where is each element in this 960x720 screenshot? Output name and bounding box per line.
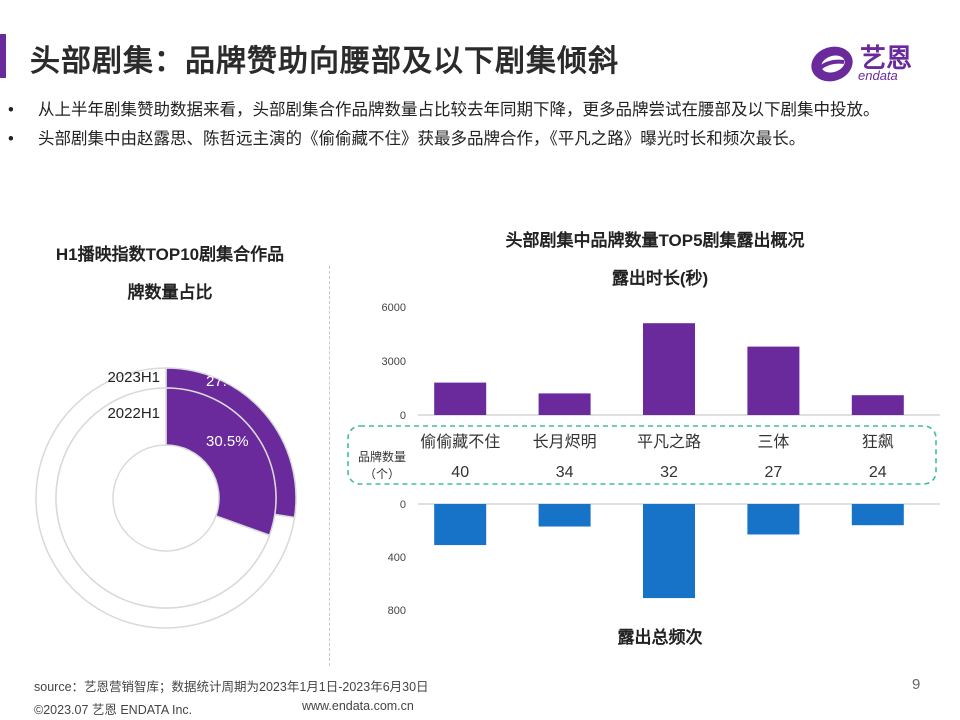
category-label: 三体 xyxy=(757,433,789,451)
copyright: ©2023.07 艺恩 ENDATA Inc. xyxy=(34,703,193,717)
bullet-dot: • xyxy=(8,101,14,119)
chart-divider xyxy=(329,266,330,666)
title-accent-bar xyxy=(0,34,6,78)
top-axis-tick: 3000 xyxy=(382,356,406,368)
brand-count-value: 32 xyxy=(660,464,678,481)
bottom-axis-tick: 800 xyxy=(388,605,406,617)
bottom-axis-tick: 0 xyxy=(400,499,406,511)
brand-count-value: 27 xyxy=(765,464,783,481)
duration-bar xyxy=(643,323,695,415)
bar-chart-title: 头部剧集中品牌数量TOP5剧集露出概况 xyxy=(505,231,805,250)
endata-logo-icon xyxy=(811,46,853,82)
donut-series-label: 2023H1 xyxy=(107,369,160,386)
bullet-text: 从上半年剧集赞助数据来看，头部剧集合作品牌数量占比较去年同期下降，更多品牌尝试在… xyxy=(38,101,880,119)
endata-logo: 艺恩 endata xyxy=(808,38,928,88)
top-axis-tick: 6000 xyxy=(382,302,406,314)
donut-slice-2022H1-1 xyxy=(55,387,271,609)
top-axis-title: 露出时长(秒) xyxy=(612,268,708,288)
frequency-bar xyxy=(434,504,487,546)
brand-count-box xyxy=(347,425,937,485)
donut-series-label: 2022H1 xyxy=(107,405,160,422)
frequency-bar xyxy=(538,504,591,527)
brand-count-value: 24 xyxy=(869,464,887,481)
page-number: 9 xyxy=(912,676,921,693)
source-note: source：艺恩营销智库；数据统计周期为2023年1月1日-2023年6月30… xyxy=(34,680,429,694)
duration-bar xyxy=(434,382,487,415)
donut-value-label: 30.5% xyxy=(206,433,249,450)
brand-count-label: 品牌数量 xyxy=(358,449,406,464)
brand-count-unit: （个） xyxy=(364,467,400,481)
duration-bar xyxy=(851,395,904,415)
logo-text-en: endata xyxy=(858,68,898,83)
bullet-item: • 头部剧集中由赵露思、陈哲远主演的《偷偷藏不住》获最多品牌合作，《平凡之路》曝… xyxy=(8,125,938,154)
brand-count-value: 40 xyxy=(451,464,469,481)
donut-slice-2022H1-0 xyxy=(165,387,277,537)
frequency-bar xyxy=(747,504,800,535)
donut-chart-title-line1: H1播映指数TOP10剧集合作品 xyxy=(55,245,285,264)
brand-count-value: 34 xyxy=(556,464,574,481)
frequency-bar xyxy=(643,504,695,599)
top-axis-tick: 0 xyxy=(400,410,406,422)
bullet-text: 头部剧集中由赵露思、陈哲远主演的《偷偷藏不住》获最多品牌合作，《平凡之路》曝光时… xyxy=(38,130,806,148)
category-label: 平凡之路 xyxy=(637,433,701,451)
donut-chart: 27.4% 2023H1 30.5% 2022H1 xyxy=(35,367,297,629)
donut-value-label: 27.4% xyxy=(206,373,249,390)
website-link[interactable]: www.endata.com.cn xyxy=(302,699,414,713)
page-title: 头部剧集：品牌赞助向腰部及以下剧集倾斜 xyxy=(30,45,619,78)
category-label: 长月烬明 xyxy=(533,433,597,451)
duration-bar xyxy=(747,346,800,415)
donut-chart-title: H1播映指数TOP10剧集合作品 牌数量占比 xyxy=(30,236,310,312)
bullet-dot: • xyxy=(8,130,14,148)
duration-bar xyxy=(538,393,591,415)
category-label: 偷偷藏不住 xyxy=(420,433,500,451)
donut-chart-title-line2: 牌数量占比 xyxy=(127,283,213,302)
frequency-bar xyxy=(851,504,904,526)
bar-chart: 露出时长(秒) 露出总频次 6000 3000 0 0 400 800 品牌数量 （个） 偷偷藏不住… xyxy=(347,268,940,647)
bottom-axis-title: 露出总频次 xyxy=(618,627,703,647)
bullet-item: • 从上半年剧集赞助数据来看，头部剧集合作品牌数量占比较去年同期下降，更多品牌尝… xyxy=(8,96,938,125)
logo-text-cn: 艺恩 xyxy=(860,43,913,73)
bullet-list: • 从上半年剧集赞助数据来看，头部剧集合作品牌数量占比较去年同期下降，更多品牌尝… xyxy=(8,96,938,154)
bottom-axis-tick: 400 xyxy=(388,552,406,564)
category-label: 狂飙 xyxy=(862,433,894,451)
